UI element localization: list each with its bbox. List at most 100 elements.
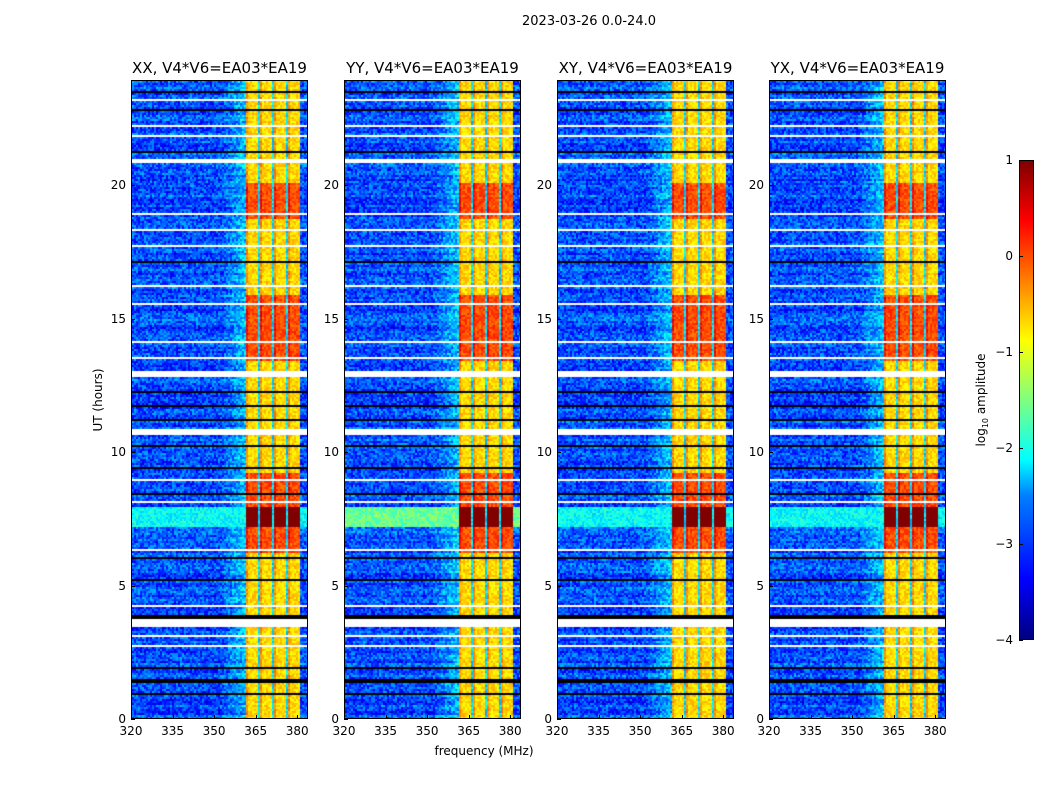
figure-title: 2023-03-26 0.0-24.0 [522, 14, 656, 29]
x-tick-label: 365 [457, 724, 481, 738]
colorbar-tick-label: −1 [995, 345, 1013, 359]
y-tick-mark [131, 452, 135, 454]
y-tick-label: 5 [331, 578, 339, 593]
y-tick-mark [344, 719, 348, 720]
y-tick-mark [769, 585, 773, 587]
spectrogram-panel [344, 80, 521, 719]
x-tick-mark [131, 715, 132, 719]
y-tick-mark [131, 185, 135, 187]
y-tick-mark [769, 185, 773, 187]
x-tick-mark [297, 715, 299, 719]
x-tick-mark [769, 715, 770, 719]
colorbar-label-sub: 10 [981, 417, 991, 429]
colorbar-tick-label: −4 [995, 633, 1013, 647]
colorbar-tick-label: 0 [1005, 249, 1013, 263]
panel-title: XY, V4*V6=EA03*EA19 [558, 59, 733, 77]
x-tick-label: 335 [161, 724, 184, 738]
y-tick-label: 5 [118, 578, 126, 593]
colorbar [1019, 160, 1034, 640]
colorbar-tick-mark [1019, 160, 1023, 161]
y-tick-label: 20 [748, 178, 764, 193]
x-tick-mark [893, 715, 895, 719]
x-tick-label: 335 [587, 724, 610, 738]
y-tick-label: 10 [323, 445, 339, 460]
x-tick-mark [598, 715, 600, 719]
x-tick-mark [852, 715, 854, 719]
y-tick-mark [344, 585, 348, 587]
x-tick-label: 380 [285, 724, 309, 738]
x-tick-label: 335 [374, 724, 397, 738]
x-tick-label: 320 [545, 724, 569, 738]
y-tick-mark [131, 318, 135, 320]
spectrogram-image [770, 81, 945, 718]
y-tick-mark [769, 452, 773, 454]
x-tick-mark [427, 715, 429, 719]
spectrogram-image [132, 81, 307, 718]
y-tick-label: 20 [323, 178, 339, 193]
x-tick-label: 350 [840, 724, 864, 738]
x-tick-label: 335 [799, 724, 822, 738]
x-axis-label: frequency (MHz) [434, 744, 534, 758]
y-tick-label: 20 [110, 178, 126, 193]
x-tick-mark [810, 715, 812, 719]
x-tick-label: 365 [670, 724, 694, 738]
x-tick-mark [214, 715, 216, 719]
y-tick-mark [557, 185, 561, 187]
y-tick-mark [344, 452, 348, 454]
colorbar-label: log10 amplitude [974, 354, 990, 447]
x-tick-mark [255, 715, 257, 719]
spectrogram-image [558, 81, 733, 718]
y-tick-mark [131, 585, 135, 587]
y-tick-label: 5 [544, 578, 552, 593]
y-tick-label: 15 [748, 311, 764, 326]
x-tick-mark [385, 715, 387, 719]
panel-title: YY, V4*V6=EA03*EA19 [346, 59, 519, 77]
y-tick-mark [344, 185, 348, 187]
x-tick-label: 365 [882, 724, 906, 738]
y-tick-mark [557, 318, 561, 320]
colorbar-label-rest: amplitude [973, 353, 988, 418]
y-tick-mark [557, 719, 561, 720]
y-tick-mark [557, 585, 561, 587]
x-tick-mark [723, 715, 725, 719]
spectrogram-panel [131, 80, 308, 719]
colorbar-tick-mark [1019, 640, 1023, 641]
y-tick-label: 10 [748, 445, 764, 460]
x-tick-label: 320 [119, 724, 143, 738]
panel-title: XX, V4*V6=EA03*EA19 [132, 59, 307, 77]
x-tick-mark [640, 715, 642, 719]
x-tick-mark [681, 715, 683, 719]
x-tick-mark [172, 715, 174, 719]
x-tick-label: 380 [498, 724, 522, 738]
spectrogram-panel [769, 80, 946, 719]
y-tick-label: 0 [756, 712, 764, 726]
x-tick-label: 380 [923, 724, 947, 738]
colorbar-tick-mark [1019, 352, 1023, 353]
x-tick-label: 350 [628, 724, 652, 738]
x-tick-label: 350 [202, 724, 226, 738]
spectrogram-image [345, 81, 520, 718]
y-tick-label: 15 [536, 311, 552, 326]
colorbar-tick-mark [1019, 256, 1023, 257]
x-tick-label: 320 [332, 724, 356, 738]
x-tick-mark [557, 715, 558, 719]
x-tick-label: 380 [711, 724, 735, 738]
x-tick-label: 350 [415, 724, 439, 738]
x-tick-mark [935, 715, 937, 719]
y-tick-label: 0 [118, 712, 126, 726]
y-tick-label: 10 [536, 445, 552, 460]
y-tick-label: 15 [110, 311, 126, 326]
x-tick-mark [510, 715, 512, 719]
x-tick-mark [344, 715, 345, 719]
colorbar-tick-mark [1019, 448, 1023, 449]
y-tick-label: 5 [756, 578, 764, 593]
x-tick-label: 320 [757, 724, 781, 738]
colorbar-tick-label: −2 [995, 441, 1013, 455]
x-tick-mark [468, 715, 470, 719]
spectrogram-panel [557, 80, 734, 719]
y-tick-label: 15 [323, 311, 339, 326]
y-tick-mark [769, 318, 773, 320]
y-tick-mark [344, 318, 348, 320]
y-tick-mark [769, 719, 773, 720]
colorbar-tick-mark [1019, 544, 1023, 545]
